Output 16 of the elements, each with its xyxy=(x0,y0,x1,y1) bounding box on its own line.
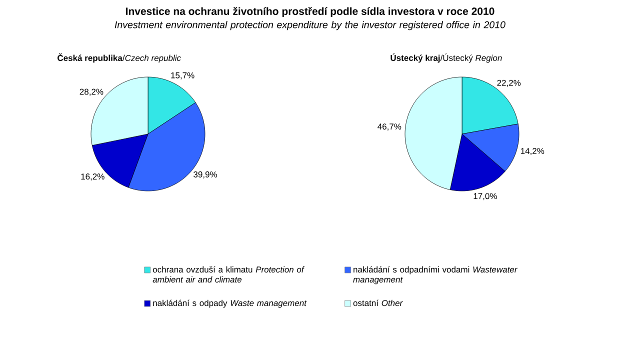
legend-label: nakládání s odpady Waste management xyxy=(153,300,307,308)
category-label: nakládání s odpadními vodami Wastewater management xyxy=(353,266,518,284)
chart-subtitle: Investment environmental protection expenditure by the investor registered office in 2010 xyxy=(114,21,506,30)
category-label: ochrana ovzduší a klimatu Protection of ambient air and climate xyxy=(152,266,305,283)
data-label: 46,7% xyxy=(378,124,402,131)
data-label: 22,2% xyxy=(497,80,521,87)
data-label: 39,9% xyxy=(194,171,218,178)
data-label: 14,2% xyxy=(520,148,544,155)
chart-title: Investice na ochranu životního prostředí podle sídla investora v roce 2010 xyxy=(126,7,494,18)
data-label: 17,0% xyxy=(474,193,497,200)
legend-label: ostatní Other xyxy=(353,300,403,306)
data-label: 15,7% xyxy=(171,72,194,80)
text: Česká republika/Czech republic xyxy=(58,53,181,63)
data-label: 16,2% xyxy=(81,174,104,181)
text: Ústecký kraj/Ústecký Region xyxy=(390,53,502,63)
data-label: 28,2% xyxy=(80,88,104,96)
